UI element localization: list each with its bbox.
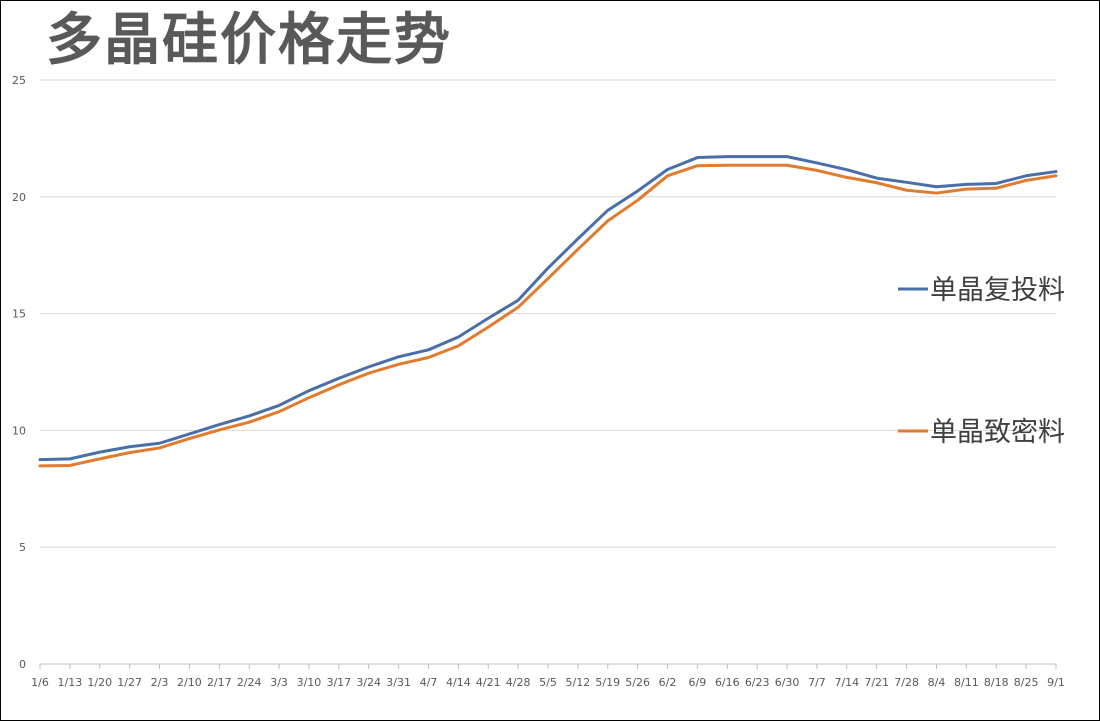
x-tick-label: 8/4 — [928, 676, 946, 689]
series-line-1 — [38, 155, 1058, 462]
x-tick-label: 8/11 — [954, 676, 979, 689]
gridlines — [40, 79, 1056, 548]
x-tick-label: 1/13 — [58, 676, 83, 689]
x-tick-label: 4/28 — [506, 676, 531, 689]
y-tick-label: 15 — [12, 308, 26, 321]
x-tick-labels: 1/6 1/13 1/20 1/27 2/3 2/10 2/17 2/24 3/3 3/10 3/1… — [31, 676, 1065, 689]
x-tick-label: 3/24 — [356, 676, 381, 689]
x-tick-label: 6/23 — [745, 676, 770, 689]
x-tick-label: 1/20 — [87, 676, 112, 689]
y-axis: 0 5 10 15 20 25 — [12, 74, 26, 671]
x-tick-label: 3/17 — [326, 676, 351, 689]
x-tick-label: 2/10 — [177, 676, 202, 689]
x-tick-label: 7/28 — [894, 676, 919, 689]
x-tick-label: 2/17 — [207, 676, 232, 689]
y-tick-label: 10 — [12, 424, 26, 437]
x-tick-label: 4/14 — [446, 676, 471, 689]
x-tick-label: 6/9 — [689, 676, 707, 689]
x-tick-label: 7/21 — [864, 676, 889, 689]
y-tick-label: 20 — [12, 191, 26, 204]
x-tick-label: 8/25 — [1014, 676, 1039, 689]
x-tick-label: 7/7 — [808, 676, 826, 689]
x-tick-label: 2/3 — [151, 676, 169, 689]
x-tick-label: 4/21 — [476, 676, 501, 689]
series-line-2 — [38, 163, 1058, 468]
x-tick-label: 8/18 — [984, 676, 1009, 689]
chart-title: 多晶硅价格走势 — [46, 8, 452, 73]
y-tick-label: 0 — [19, 658, 26, 671]
x-tick-label: 6/16 — [715, 676, 740, 689]
x-tick-label: 3/31 — [386, 676, 411, 689]
legend-label: 单晶致密料 — [930, 417, 1065, 448]
x-tick-label: 3/3 — [270, 676, 288, 689]
x-tick-label: 9/1 — [1047, 676, 1065, 689]
x-tick-label: 5/19 — [595, 676, 620, 689]
series-lines — [38, 155, 1058, 468]
x-tick-label: 6/2 — [659, 676, 677, 689]
x-tick-label: 5/26 — [625, 676, 650, 689]
x-tick-label: 7/14 — [834, 676, 859, 689]
legend-label: 单晶复投料 — [930, 275, 1065, 306]
x-tick-label: 5/12 — [566, 676, 591, 689]
x-tick-label: 2/24 — [237, 676, 262, 689]
x-tick-label: 5/5 — [539, 676, 557, 689]
x-tick-label: 1/6 — [31, 676, 49, 689]
x-tick-label: 4/7 — [420, 676, 438, 689]
y-tick-label: 25 — [12, 74, 26, 87]
x-tick-label: 6/30 — [775, 676, 800, 689]
x-tick-label: 1/27 — [117, 676, 142, 689]
x-axis — [39, 663, 1057, 669]
x-tick-label: 3/10 — [297, 676, 322, 689]
y-tick-label: 5 — [19, 541, 26, 554]
